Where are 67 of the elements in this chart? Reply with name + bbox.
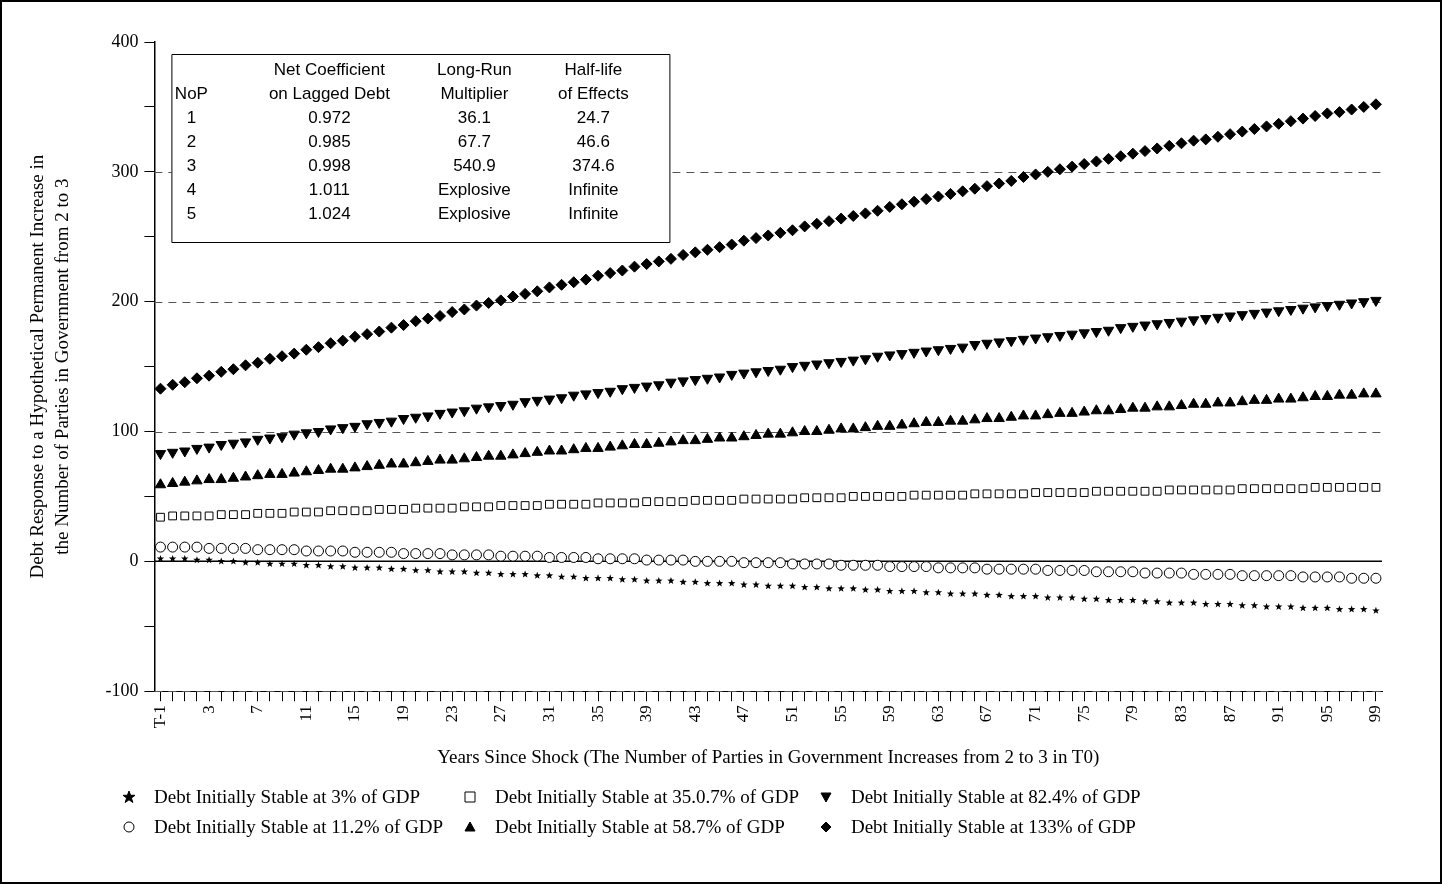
x-tick-label: 15 xyxy=(344,705,364,723)
x-tick-label: 83 xyxy=(1170,705,1190,723)
y-axis-title: Debt Response to a Hypothetical Permanent Increase in the Number of Parties in Government from 2 to 3 xyxy=(26,154,73,579)
annotation: NoP xyxy=(174,83,208,103)
x-tick-label: 59 xyxy=(879,705,899,723)
annotation: 1.024 xyxy=(308,203,351,223)
x-tick-label: 79 xyxy=(1122,705,1142,723)
y-tick-label: 300 xyxy=(111,160,139,181)
x-tick-label: 99 xyxy=(1365,705,1385,723)
annotation: Infinite xyxy=(568,203,619,223)
legend-label: Debt Initially Stable at 3% of GDP xyxy=(154,786,420,808)
annotation: Half-life xyxy=(564,59,623,79)
x-tick-label: 23 xyxy=(441,705,461,723)
annotation: 5 xyxy=(186,203,197,223)
legend-label: Debt Initially Stable at 58.7% of GDP xyxy=(495,816,785,838)
annotation: 1 xyxy=(186,107,197,127)
annotation: 2 xyxy=(186,131,197,151)
x-tick-label: 19 xyxy=(393,705,413,723)
x-tick-label: 87 xyxy=(1219,704,1239,723)
x-tick-label: 95 xyxy=(1316,705,1336,723)
x-tick-label: 67 xyxy=(976,704,996,723)
x-tick-label: 63 xyxy=(927,705,947,723)
x-tick-label: T-1 xyxy=(149,705,169,729)
y-tick-label: 100 xyxy=(111,420,139,441)
annotation: 0.985 xyxy=(308,131,351,151)
annotation: 46.6 xyxy=(576,131,610,151)
annotation: Long-Run xyxy=(437,59,512,79)
annotation: 36.1 xyxy=(457,107,491,127)
y-tick-label: 400 xyxy=(111,30,139,51)
y-tick-label: -100 xyxy=(105,679,139,700)
x-tick-label: 51 xyxy=(781,705,801,723)
x-tick-label: 39 xyxy=(636,705,656,723)
annotation: 67.7 xyxy=(457,131,491,151)
annotation: Explosive xyxy=(438,179,511,199)
x-tick-label: 3 xyxy=(198,705,218,714)
annotation: on Lagged Debt xyxy=(268,83,391,103)
x-tick-label: 91 xyxy=(1268,705,1288,723)
annotation: Infinite xyxy=(568,179,619,199)
annotation: 0.972 xyxy=(308,107,351,127)
annotation: 3 xyxy=(186,155,197,175)
annotation: 0.998 xyxy=(308,155,351,175)
y-tick-label: 200 xyxy=(111,290,139,311)
x-axis-title: Years Since Shock (The Number of Parties in Government Increases from 2 to 3 in T0) xyxy=(437,745,1100,768)
annotation: Net Coefficient xyxy=(273,59,386,79)
x-tick-label: 27 xyxy=(490,704,510,723)
x-tick-label: 11 xyxy=(295,705,315,722)
x-tick-label: 43 xyxy=(684,705,704,723)
annotation: Multiplier xyxy=(440,83,509,103)
legend-label: Debt Initially Stable at 35.0.7% of GDP xyxy=(495,786,799,808)
x-tick-label: 31 xyxy=(538,705,558,723)
x-tick-label: 75 xyxy=(1073,705,1093,723)
x-tick-label: 55 xyxy=(830,705,850,723)
x-tick-label: 7 xyxy=(247,704,267,714)
legend-label: Debt Initially Stable at 82.4% of GDP xyxy=(850,786,1141,808)
annotation: Explosive xyxy=(438,203,511,223)
y-tick-label: 0 xyxy=(129,550,139,571)
legend-label: Debt Initially Stable at 133% of GDP xyxy=(850,816,1136,838)
x-tick-label: 71 xyxy=(1025,705,1045,723)
annotation: 1.011 xyxy=(308,179,351,199)
annotation: 374.6 xyxy=(572,155,615,175)
annotation: 540.9 xyxy=(453,155,496,175)
annotation: 4 xyxy=(186,179,197,199)
x-tick-label: 35 xyxy=(587,705,607,723)
x-tick-label: 47 xyxy=(733,704,753,723)
legend-label: Debt Initially Stable at 11.2% of GDP xyxy=(154,816,443,838)
annotation: of Effects xyxy=(558,83,629,103)
annotation: 24.7 xyxy=(576,107,610,127)
